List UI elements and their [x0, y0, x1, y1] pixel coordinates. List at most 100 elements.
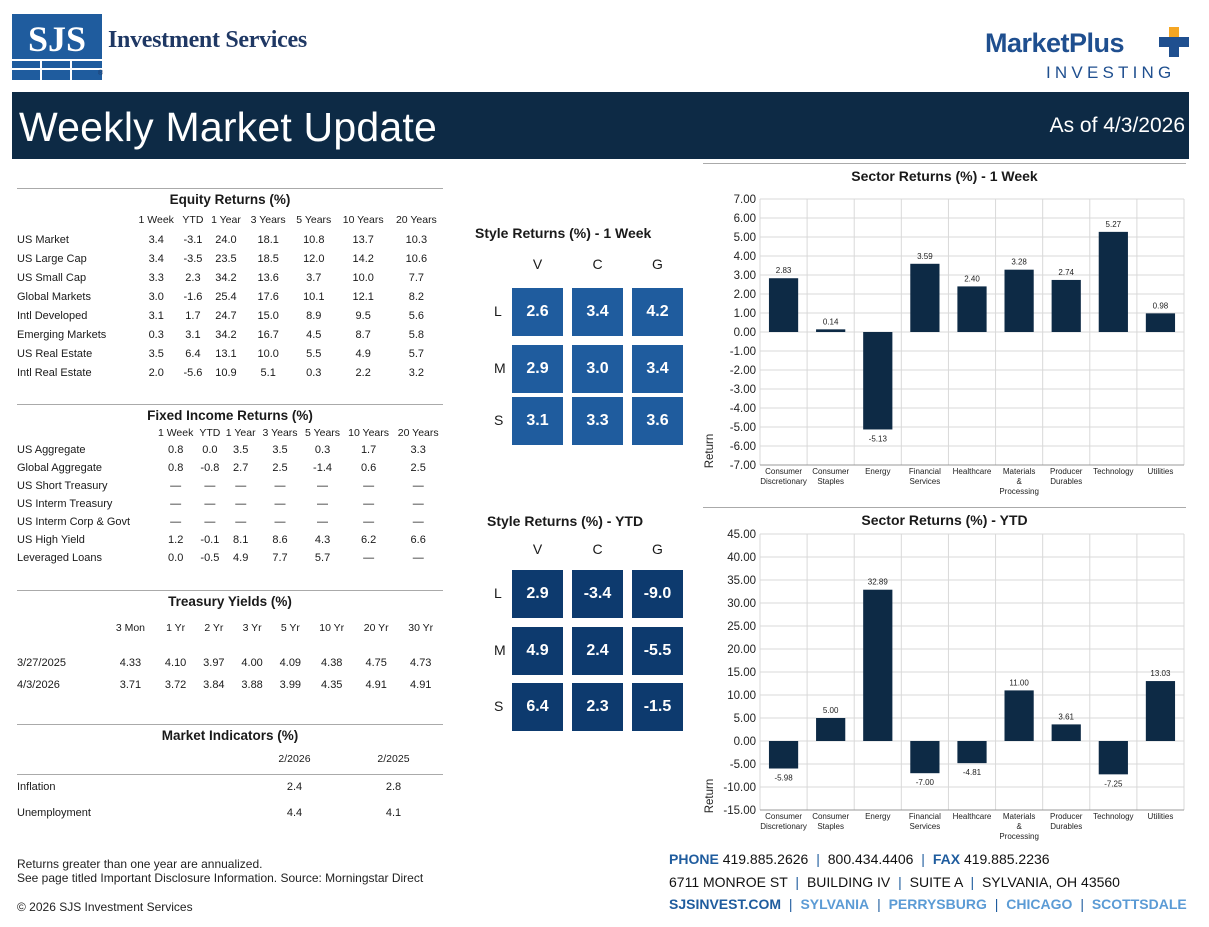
table-cell: — — [235, 498, 247, 510]
table-cell: 3.97 — [203, 657, 225, 669]
row-label: Emerging Markets — [17, 328, 107, 341]
table-cell: — — [235, 516, 247, 528]
header-row: 2/2026 2/2025 — [17, 745, 443, 775]
website-link[interactable]: SJSINVEST.COM — [669, 896, 782, 912]
table-cell: 0.3 — [314, 444, 331, 456]
table-cell: 2.8 — [385, 781, 402, 794]
table-cell: 12.0 — [303, 252, 325, 265]
column-header: 2/2026 — [244, 745, 344, 775]
bar — [816, 329, 846, 332]
table-cell: 10.6 — [405, 252, 428, 265]
y-tick-label: -4.00 — [730, 403, 756, 415]
x-tick-label: Energy — [865, 467, 890, 476]
y-tick-label: 5.00 — [734, 232, 756, 244]
table-cell: 5.5 — [306, 347, 322, 360]
x-tick-label: Consumer — [765, 812, 802, 821]
style-row-label: L — [494, 303, 502, 319]
table-cell: 5.7 — [408, 347, 425, 360]
y-tick-label: 15.00 — [727, 667, 756, 679]
style-box: 3.4 — [632, 345, 683, 393]
x-tick-label: Producer — [1050, 812, 1083, 821]
table-cell: -0.8 — [200, 462, 220, 474]
bar-value-label: 2.83 — [776, 266, 792, 275]
table-row: US Real Estate 3.5 6.4 13.1 10.0 5.5 4.9 5.7 — [17, 344, 443, 363]
table-cell: — — [170, 480, 182, 492]
header-row: 1 Week YTD 1 Year 3 Years 5 Years 10 Years 20 … — [17, 209, 443, 230]
table-cell: 17.6 — [257, 290, 279, 303]
x-tick-label: Financial — [909, 467, 941, 476]
table-row: US Interm Treasury — — — — — — — — [17, 495, 443, 513]
indicators-grid: 2/2026 2/2025 Inflation 2.4 2.8 Unemployment 4… — [17, 745, 443, 826]
table-cell: 8.2 — [408, 290, 425, 303]
plus-icon — [1159, 27, 1189, 57]
table-cell: 10.3 — [405, 233, 428, 246]
y-tick-label: -2.00 — [730, 365, 756, 377]
sjs-logo: SJS — [12, 14, 102, 80]
table-cell: 23.5 — [215, 252, 237, 265]
table-cell: 4.00 — [241, 657, 263, 669]
style-row-label: S — [494, 412, 504, 428]
phone-number-2[interactable]: 800.434.4406 — [827, 851, 914, 867]
treasury-yields-title: Treasury Yields (%) — [17, 590, 443, 611]
table-cell: -0.5 — [200, 552, 220, 564]
column-header: 5 Years — [305, 427, 341, 439]
fixed-income-title: Fixed Income Returns (%) — [17, 404, 443, 425]
treasury-yields-table: Treasury Yields (%) 3 Mon 1 Yr 2 Yr 3 Yr 5 Y… — [17, 590, 443, 696]
table-cell: 2.0 — [148, 366, 164, 379]
table-cell: 3.4 — [148, 252, 164, 265]
table-cell: 3.71 — [119, 679, 142, 691]
style-title: Style Returns (%) - 1 Week — [475, 225, 652, 241]
row-label: US Large Cap — [17, 252, 87, 265]
table-cell: -1.4 — [313, 462, 333, 474]
table-cell: 7.7 — [408, 271, 425, 284]
column-header: 3 Mon — [115, 621, 146, 634]
contact-address-line: 6711 MONROE ST | BUILDING IV | SUITE A |… — [669, 874, 1120, 890]
style-box: -5.5 — [632, 627, 683, 675]
table-cell: 3.99 — [279, 679, 302, 691]
y-tick-label: 20.00 — [727, 644, 756, 656]
table-cell: 1.2 — [168, 534, 184, 546]
table-cell: 0.0 — [202, 444, 218, 456]
bar-value-label: 13.03 — [1150, 669, 1171, 678]
treasury-grid: 3 Mon 1 Yr 2 Yr 3 Yr 5 Yr 10 Yr 20 Yr 30 Yr 3/27… — [17, 611, 443, 696]
x-tick-label: & — [1016, 822, 1022, 831]
x-tick-label: Consumer — [812, 467, 849, 476]
column-header: 1 Week — [157, 427, 194, 439]
y-tick-label: 0.00 — [734, 327, 756, 339]
x-tick-label: Services — [910, 822, 941, 831]
phone-number[interactable]: 419.885.2626 — [722, 851, 809, 867]
style-box: 2.9 — [512, 570, 563, 618]
chart-divider — [703, 163, 1186, 164]
y-tick-label: -15.00 — [723, 805, 756, 817]
x-tick-label: Technology — [1093, 467, 1133, 476]
as-of-date: As of 4/3/2026 — [1049, 114, 1185, 137]
y-tick-label: 10.00 — [727, 690, 756, 702]
table-cell: — — [363, 480, 375, 492]
y-axis-label: Return — [704, 779, 716, 814]
bar-value-label: -4.81 — [963, 768, 982, 777]
column-header: 10 Years — [348, 427, 390, 439]
table-cell: -1.6 — [183, 290, 203, 303]
y-tick-label: 3.00 — [734, 270, 756, 282]
table-cell: 10.0 — [352, 271, 374, 284]
table-row: US Interm Corp & Govt — — — — — — — — [17, 513, 443, 531]
x-tick-label: Utilities — [1148, 812, 1174, 821]
table-cell: 12.1 — [352, 290, 374, 303]
table-cell: — — [412, 498, 424, 510]
bar-value-label: 0.98 — [1153, 301, 1169, 310]
table-cell: 5.8 — [408, 328, 425, 341]
table-cell: — — [170, 516, 182, 528]
bar — [910, 263, 940, 332]
column-header: 20 Years — [395, 213, 437, 226]
table-row: Inflation 2.4 2.8 — [17, 774, 443, 800]
style-row-label: S — [494, 698, 504, 714]
y-tick-label: 35.00 — [727, 575, 756, 587]
table-row: Intl Real Estate 2.0 -5.6 10.9 5.1 0.3 2.2 3.2 — [17, 363, 443, 382]
style-title: Style Returns (%) - YTD — [487, 513, 644, 529]
column-header: YTD — [182, 213, 204, 226]
table-cell: 16.7 — [257, 328, 279, 341]
table-cell: 3.84 — [203, 679, 225, 691]
table-cell: — — [412, 480, 424, 492]
table-row: Global Aggregate 0.8 -0.8 2.7 2.5 -1.4 0.6 2.5 — [17, 459, 443, 477]
style-box: -9.0 — [632, 570, 683, 618]
